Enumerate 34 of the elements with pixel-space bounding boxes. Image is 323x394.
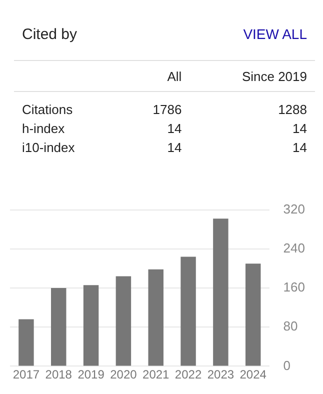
text: 1786 — [152, 101, 183, 119]
y-tick-label: 240 — [283, 240, 306, 256]
text: 14 — [166, 120, 183, 138]
text: All — [120, 60, 190, 92]
y-tick-label: 320 — [283, 201, 306, 216]
text: 14 — [166, 139, 183, 157]
x-tick-label: 2022 — [174, 368, 202, 382]
x-tick-label: 2018 — [45, 368, 72, 382]
y-tick-label: 160 — [283, 280, 306, 295]
x-tick-label: 2017 — [12, 368, 40, 382]
text: i10-index — [21, 139, 76, 157]
bar — [51, 288, 66, 366]
x-tick-label: 2020 — [110, 368, 138, 382]
bar — [116, 276, 132, 366]
bar — [245, 264, 261, 366]
text: VIEW ALL — [243, 26, 307, 42]
bar — [213, 218, 228, 366]
text: Since 2019 — [190, 60, 315, 92]
x-tick-label: 2019 — [78, 368, 105, 382]
y-tick-label: 0 — [283, 358, 291, 373]
bar — [18, 319, 34, 366]
text: 14 — [292, 139, 308, 157]
y-tick-label: 80 — [283, 318, 298, 334]
x-tick-label: 2024 — [240, 368, 267, 382]
chart-title: Cited by — [22, 26, 78, 43]
text: h-index — [21, 120, 66, 138]
text: 14 — [292, 120, 308, 138]
text: 1288 — [277, 101, 308, 119]
bar — [83, 285, 99, 366]
bar — [148, 269, 164, 366]
x-tick-label: 2021 — [142, 368, 170, 382]
bar — [180, 256, 196, 366]
x-tick-label: 2023 — [207, 368, 234, 382]
text: Citations — [21, 101, 74, 119]
